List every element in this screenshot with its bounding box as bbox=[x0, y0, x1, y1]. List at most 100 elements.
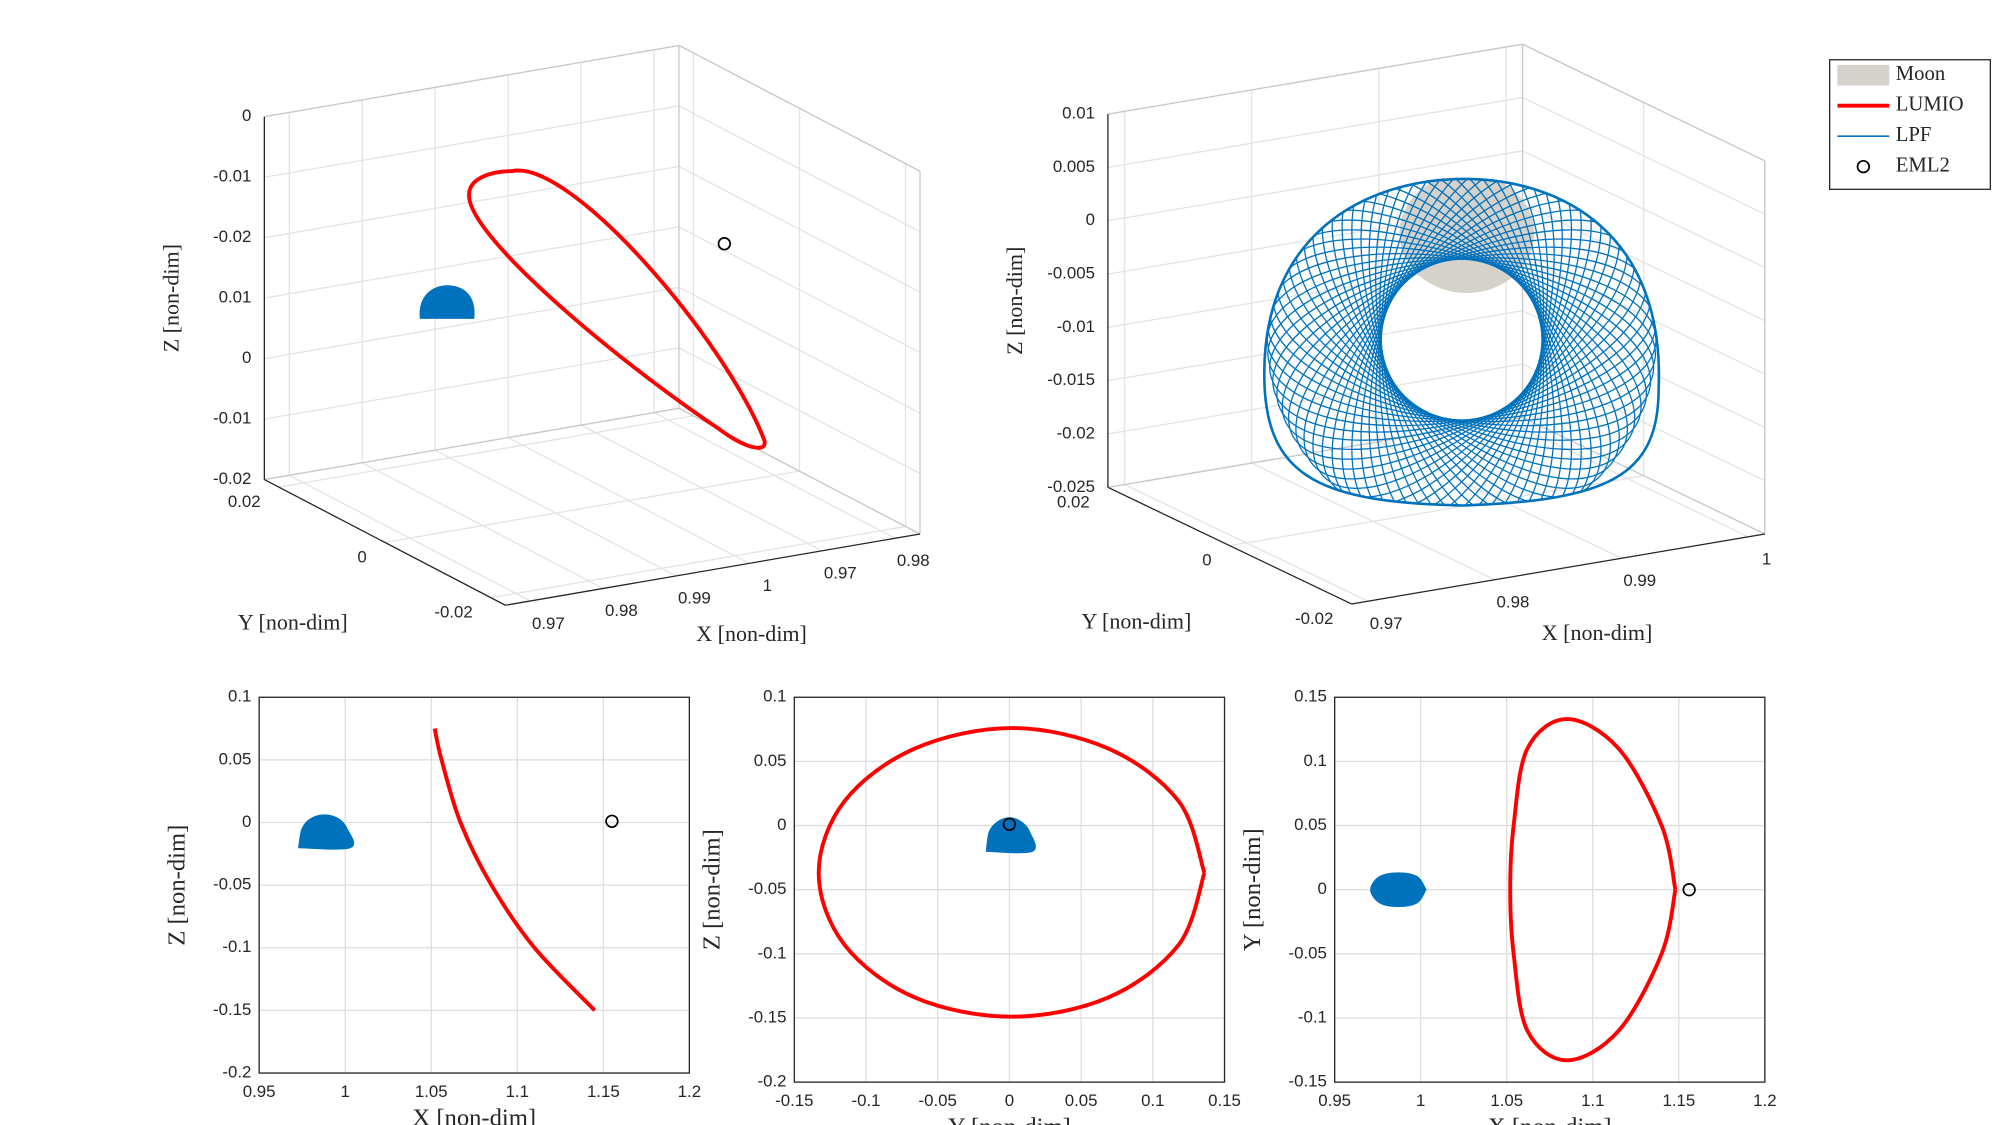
box-edge bbox=[264, 44, 680, 118]
z-tick-label: -0.02 bbox=[213, 469, 251, 488]
x-axis-label: Y [non-dim] bbox=[948, 1113, 1071, 1125]
z-axis-label: Z [non-dim] bbox=[159, 244, 184, 352]
lpf-mesh bbox=[1266, 178, 1657, 506]
eml2-marker bbox=[1682, 883, 1696, 897]
x-tick-label: 0.98 bbox=[605, 601, 638, 620]
legend-label: EML2 bbox=[1896, 154, 1950, 176]
z-tick-label: -0.01 bbox=[213, 167, 251, 186]
x-tick-label: 1.1 bbox=[1581, 1091, 1604, 1110]
legend: Moon LUMIO LPF EML2 bbox=[1829, 59, 1991, 190]
y-tick-label: -0.1 bbox=[1298, 1007, 1327, 1026]
x-tick-label: 0 bbox=[1005, 1091, 1014, 1110]
grid-line bbox=[1107, 96, 1523, 169]
box-edge bbox=[264, 407, 680, 481]
y-tick-label: 0 bbox=[242, 812, 251, 831]
lpf-area bbox=[985, 817, 1036, 854]
x-tick-label: 0.95 bbox=[1318, 1091, 1351, 1110]
lumio-line bbox=[816, 726, 1207, 1019]
box-edge bbox=[1522, 416, 1766, 535]
grid-line bbox=[1107, 150, 1523, 222]
z-tick-label: 0.01 bbox=[1062, 104, 1095, 123]
y-tick-label: -0.2 bbox=[222, 1062, 251, 1081]
lpf-orbit-3d bbox=[419, 285, 475, 319]
x-tick-label: 0.1 bbox=[1141, 1091, 1164, 1110]
grid-line bbox=[1522, 310, 1766, 428]
x-tick-label: 1.05 bbox=[415, 1082, 448, 1101]
y-tick-label: -0.1 bbox=[758, 943, 787, 962]
y-axis-label: Y [non-dim] bbox=[238, 610, 348, 635]
grid-line bbox=[678, 347, 921, 475]
legend-swatch bbox=[1837, 64, 1890, 86]
mesh-line bbox=[1379, 178, 1545, 506]
x-tick-label: 1.15 bbox=[1662, 1091, 1695, 1110]
axes-box bbox=[1334, 696, 1766, 1083]
y-tick-label: 0.05 bbox=[754, 751, 787, 770]
eml2-marker bbox=[605, 814, 619, 828]
y-tick-label: -0.2 bbox=[758, 1072, 787, 1091]
y-axis-label: Y [non-dim] bbox=[1239, 828, 1266, 951]
x-tick-label: 0.98 bbox=[1497, 592, 1530, 611]
z-tick-label: 0 bbox=[1086, 210, 1095, 229]
legend-label: LUMIO bbox=[1896, 93, 1964, 115]
z-tick-label: -0.005 bbox=[1047, 264, 1095, 283]
x-tick-label: 0.97 bbox=[824, 564, 857, 583]
z-tick-label: -0.01 bbox=[1057, 317, 1095, 336]
y-axis-label: Z [non-dim] bbox=[699, 829, 726, 950]
y-tick-label: -0.02 bbox=[1295, 609, 1333, 628]
grid-line bbox=[1522, 96, 1766, 215]
grid-line bbox=[678, 105, 921, 233]
grid-line bbox=[264, 347, 680, 420]
legend-label: LPF bbox=[1896, 124, 1932, 146]
lumio-orbit-3d bbox=[467, 168, 767, 450]
grid-line bbox=[1522, 150, 1766, 269]
y-tick-label: 0.05 bbox=[1294, 815, 1327, 834]
x-tick-label: -0.15 bbox=[775, 1091, 813, 1110]
y-tick-label: 0 bbox=[1318, 879, 1327, 898]
y-tick-label: 0 bbox=[357, 547, 366, 566]
axes-box bbox=[258, 696, 691, 1074]
x-tick-label: 0.15 bbox=[1208, 1091, 1241, 1110]
x-tick-label: 0.99 bbox=[1623, 571, 1656, 590]
x-axis-label: X [non-dim] bbox=[1542, 620, 1653, 645]
x-axis-label: X [non-dim] bbox=[1488, 1113, 1612, 1125]
grid-line bbox=[1522, 203, 1766, 322]
axis-line bbox=[1107, 486, 1352, 605]
legend-label: Moon bbox=[1896, 63, 1946, 85]
x-tick-label: 1.05 bbox=[1490, 1091, 1523, 1110]
x-axis-label: X [non-dim] bbox=[696, 621, 807, 646]
grid-line bbox=[264, 105, 680, 178]
lpf-area bbox=[297, 814, 355, 850]
z-tick-label: -0.01 bbox=[213, 409, 251, 428]
axis-line bbox=[1351, 533, 1765, 605]
lumio-line bbox=[1508, 717, 1678, 1063]
axis-line bbox=[264, 478, 506, 606]
x-tick-label: 0.95 bbox=[243, 1082, 276, 1101]
lpf-area bbox=[1370, 872, 1427, 908]
x-tick-label: 0.97 bbox=[532, 614, 565, 633]
z-tick-label: 0 bbox=[242, 106, 251, 125]
x-tick-label: 1 bbox=[1416, 1091, 1425, 1110]
y-tick-label: -0.05 bbox=[213, 875, 251, 894]
y-tick-label: 0 bbox=[1202, 551, 1211, 570]
x-tick-label: 1.1 bbox=[506, 1082, 529, 1101]
y-tick-label: -0.05 bbox=[748, 879, 786, 898]
y-tick-label: -0.05 bbox=[1289, 943, 1327, 962]
x-tick-label: 1.2 bbox=[678, 1082, 701, 1101]
x-tick-label: 0.97 bbox=[1370, 614, 1403, 633]
x-tick-label: 1.2 bbox=[1753, 1091, 1776, 1110]
eml2-point-3d bbox=[717, 237, 732, 251]
z-tick-label: -0.02 bbox=[213, 227, 251, 246]
y-tick-label: 0.02 bbox=[1057, 492, 1090, 511]
y-tick-label: 0.02 bbox=[228, 492, 261, 511]
z-tick-label: 0.005 bbox=[1053, 157, 1095, 176]
y-tick-label: 0.05 bbox=[219, 749, 252, 768]
z-tick-label: 0 bbox=[242, 348, 251, 367]
grid-line bbox=[264, 286, 680, 360]
grid-line bbox=[278, 415, 694, 488]
z-axis-label: Z [non-dim] bbox=[1002, 247, 1027, 355]
axis-line bbox=[505, 533, 921, 606]
y-axis-label: Y [non-dim] bbox=[1081, 608, 1191, 633]
y-tick-label: 0.1 bbox=[763, 687, 786, 706]
y-tick-label: -0.02 bbox=[434, 603, 472, 622]
